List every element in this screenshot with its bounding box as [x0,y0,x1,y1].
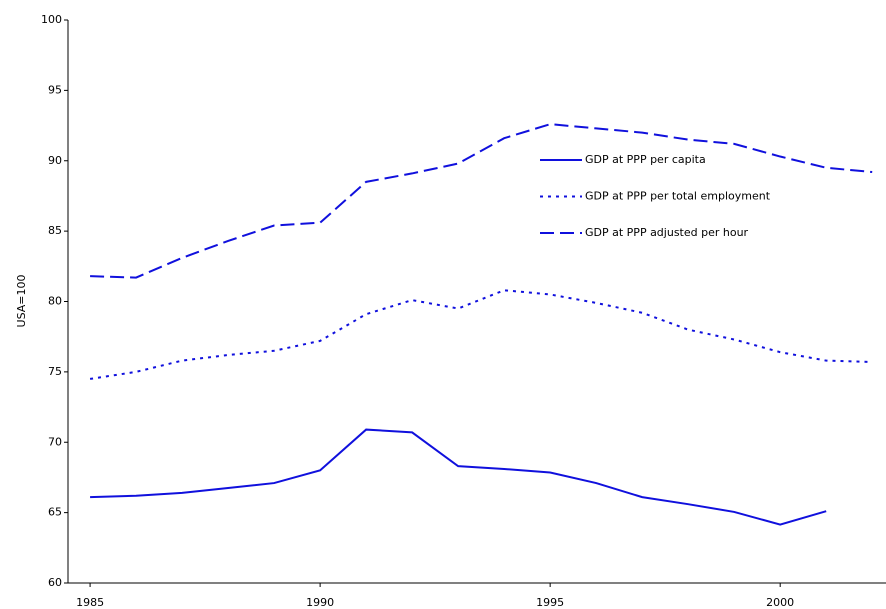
y-tick-label: 95 [48,83,62,96]
x-tick-label: 1995 [536,596,564,609]
series-line [90,428,827,526]
legend-label: GDP at PPP per capita [585,153,706,166]
y-tick-label: 90 [48,154,62,167]
y-tick-label: 70 [48,435,62,448]
y-tick-label: 60 [48,576,62,589]
y-tick-label: 65 [48,506,62,519]
series-line [89,289,873,380]
legend-label: GDP at PPP per total employment [585,190,771,203]
x-tick-label: 1985 [76,596,104,609]
y-tick-label: 75 [48,365,62,378]
x-tick-label: 1990 [306,596,334,609]
y-tick-label: 85 [48,224,62,237]
y-axis-label: USA=100 [15,275,28,328]
legend-label: GDP at PPP adjusted per hour [585,226,749,239]
x-tick-label: 2000 [766,596,794,609]
y-tick-label: 100 [41,13,62,26]
series-line [90,123,873,279]
y-tick-label: 80 [48,295,62,308]
